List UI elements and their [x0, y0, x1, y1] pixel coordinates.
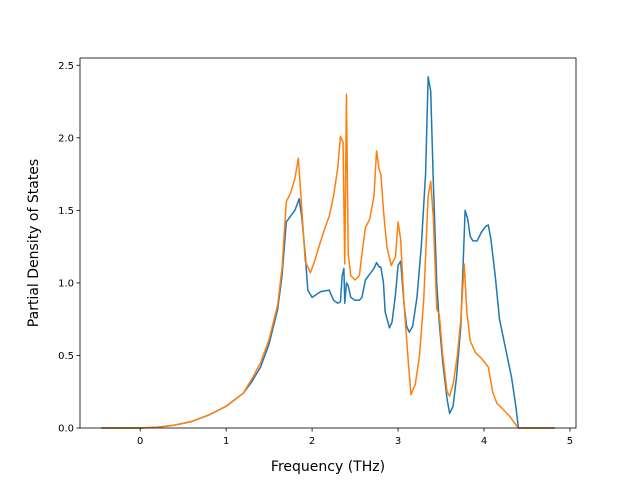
x-tick-label: 5 — [567, 436, 573, 447]
x-axis-label: Frequency (THz) — [271, 459, 385, 475]
x-tick-label: 2 — [309, 436, 315, 447]
x-tick-label: 0 — [137, 436, 143, 447]
x-axis: 0 1 2 3 4 5 — [137, 428, 573, 447]
plot-area — [79, 57, 577, 429]
y-tick-label: 1.0 — [58, 278, 74, 289]
y-axis: 0.0 0.5 1.0 1.5 2.0 2.5 — [58, 61, 80, 435]
y-tick-label: 2.0 — [58, 133, 74, 144]
axes-frame — [79, 57, 577, 429]
x-tick-label: 3 — [395, 436, 401, 447]
y-tick-label: 2.5 — [58, 61, 74, 72]
y-tick-label: 1.5 — [58, 206, 74, 217]
x-tick-label: 4 — [481, 436, 487, 447]
x-tick-label: 1 — [223, 436, 229, 447]
y-axis-label: Partial Density of States — [26, 159, 42, 327]
series-layer — [100, 76, 556, 429]
axes-background — [80, 58, 576, 428]
y-tick-label: 0.5 — [58, 351, 74, 362]
series-line-1 — [100, 76, 556, 429]
y-tick-label: 0.0 — [58, 424, 74, 435]
series-line-2 — [100, 93, 556, 429]
